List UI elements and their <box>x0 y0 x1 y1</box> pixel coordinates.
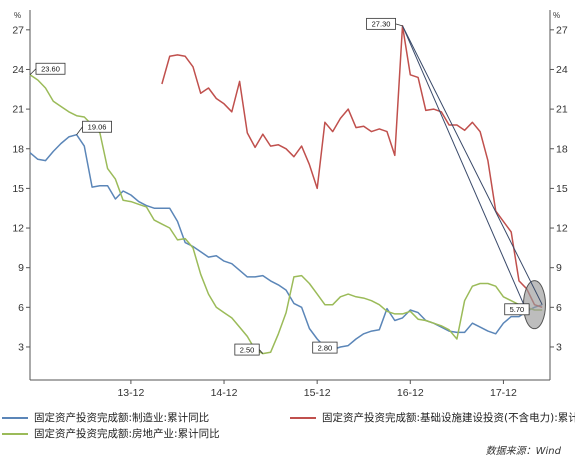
annotation-arrow-line <box>402 25 528 312</box>
legend-swatch-infrastructure <box>290 417 316 419</box>
annotation-leader <box>258 349 264 354</box>
chart-series <box>29 25 543 355</box>
annotation-label: 2.80 <box>318 343 333 352</box>
series-line-0 <box>29 133 543 351</box>
y-tick-label-left: 12 <box>12 223 24 235</box>
y-tick-label-left: 24 <box>12 64 24 76</box>
series-line-1 <box>161 25 543 309</box>
annotation-leader <box>76 126 83 135</box>
legend-label-real-estate: 固定资产投资完成额:房地产业:累计同比 <box>34 428 220 440</box>
legend-swatch-real-estate <box>2 433 28 435</box>
y-tick-label-left: 9 <box>18 262 24 274</box>
annotation-label: 27.30 <box>372 20 391 29</box>
y-tick-label-right: 27 <box>556 24 568 36</box>
legend-label-infrastructure: 固定资产投资完成额:基础设施建设投资(不含电力):累计同比 <box>322 412 575 424</box>
x-tick-label: 16-12 <box>397 387 424 399</box>
chart-annotations: 23.60 19.06 2.50 2.80 27.30 5.70 <box>29 17 546 356</box>
y-tick-label-left: 21 <box>12 104 24 116</box>
legend-label-manufacturing: 固定资产投资完成额:制造业:累计同比 <box>34 412 210 424</box>
y-tick-label-left: 27 <box>12 24 24 36</box>
series-line-2 <box>29 74 543 355</box>
annotation-box <box>35 62 66 75</box>
annotation-label: 5.70 <box>510 305 525 314</box>
x-tick-label: 17-12 <box>490 387 517 399</box>
annotation-leader <box>29 68 37 76</box>
y-tick-label-left: 6 <box>18 302 24 314</box>
y-tick-label-right: 21 <box>556 104 568 116</box>
y-tick-label-right: 9 <box>556 262 562 274</box>
annotation-arrow-line <box>402 25 543 305</box>
y-tick-label-left: 3 <box>18 341 24 353</box>
annotation-box <box>312 341 338 354</box>
y-tick-label-right: 12 <box>556 223 568 235</box>
annotation-box <box>234 343 260 356</box>
annotation-box <box>82 120 112 133</box>
y-unit-right: % <box>553 11 560 20</box>
annotation-label: 19.06 <box>88 123 107 132</box>
y-tick-label-left: 18 <box>12 143 24 155</box>
y-tick-label-right: 24 <box>556 64 568 76</box>
legend-swatch-manufacturing <box>2 417 28 419</box>
y-tick-label-right: 6 <box>556 302 562 314</box>
x-tick-label: 15-12 <box>304 387 331 399</box>
legend-item-real-estate: 固定资产投资完成额:房地产业:累计同比 <box>2 426 220 441</box>
y-tick-label-right: 15 <box>556 183 568 195</box>
legend-item-manufacturing: 固定资产投资完成额:制造业:累计同比 <box>2 410 209 425</box>
x-tick-label: 13-12 <box>117 387 144 399</box>
y-tick-label-right: 18 <box>556 143 568 155</box>
annotation-label: 23.60 <box>41 65 60 74</box>
annotation-box <box>504 303 530 316</box>
legend-item-infrastructure: 固定资产投资完成额:基础设施建设投资(不含电力):累计同比 <box>290 410 575 425</box>
annotation-box <box>366 17 396 30</box>
chart-axes: 3 3 6 6 9 9 12 12 15 15 18 18 21 21 24 24 27 27% % 13-12 14-… <box>12 10 568 399</box>
annotation-label: 2.50 <box>240 345 255 354</box>
data-source-note: 数据来源：Wind <box>485 446 561 457</box>
y-tick-label-right: 3 <box>556 341 562 353</box>
annotation-leader <box>395 23 403 27</box>
y-unit-left: % <box>14 11 21 20</box>
x-tick-label: 14-12 <box>211 387 238 399</box>
y-tick-label-left: 15 <box>12 183 24 195</box>
